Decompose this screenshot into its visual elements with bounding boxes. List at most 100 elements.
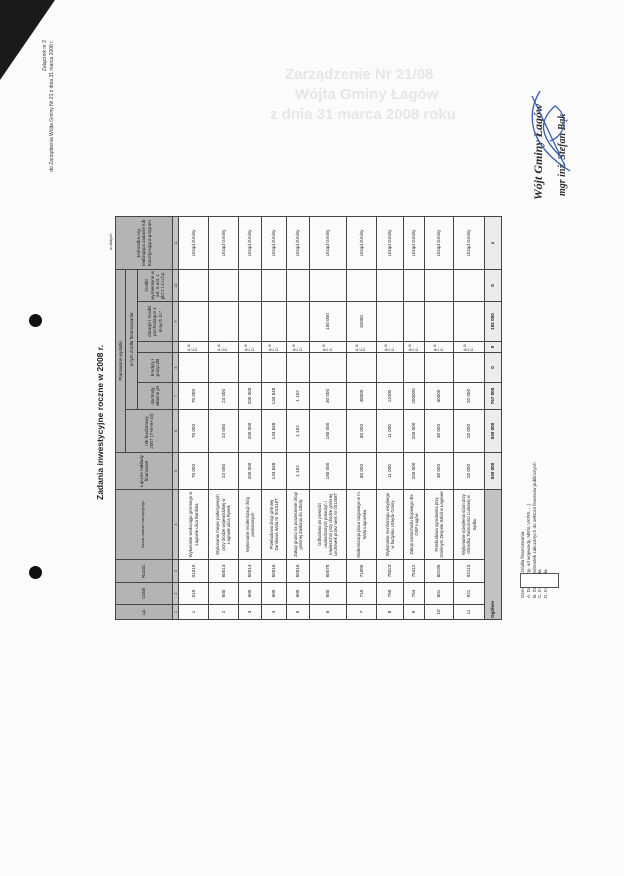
- total-label: Ogółem: [484, 489, 502, 620]
- cell-srodki: [309, 269, 347, 302]
- total-jednostka: x: [484, 216, 502, 270]
- cell-lp: 8: [376, 604, 404, 620]
- cell-rok: 200 000: [238, 409, 262, 453]
- cell-jednostka: Urząd Gminy: [261, 216, 287, 270]
- cell-srodki: [261, 269, 287, 302]
- cell-wlasne: 1 152: [286, 382, 310, 410]
- table-row: 1 010 01010 Wykonanie wodociągu gminnego w …: [178, 216, 209, 620]
- cell-nazwa: Odbudowa po powodzi uszkodzonych połaczy…: [309, 489, 347, 560]
- cell-wlasne: 48000: [346, 382, 377, 410]
- attachment-note: Załącznik nr 2 do Zarządzenia Wójta Gmin…: [42, 40, 56, 172]
- cell-lp: 6: [309, 604, 347, 620]
- total-row: Ogółem 949 000 949 000 767 000 0 0 182 000 0 x: [484, 216, 502, 620]
- cell-jednostka: Urząd Gminy: [286, 216, 310, 270]
- cell-srodki: [376, 269, 404, 302]
- cell-rozdz: 75023: [376, 559, 404, 583]
- cell-rok: 20 000: [453, 409, 485, 453]
- header-jednostka: Jednostka org. realizująca zadanie lub k…: [115, 216, 173, 270]
- cell-laczne: 30 000: [424, 452, 454, 490]
- blank-box: [520, 573, 559, 588]
- total-dotacje: 182 000: [484, 301, 502, 342]
- cell-nazwa: Zakup samochodu bojowego dla OSP Łagów: [403, 489, 425, 560]
- cell-abcd: A. B. C. D.: [261, 341, 287, 353]
- cell-dotacje: [286, 301, 310, 342]
- table-row: 9 754 75412 Zakup samochodu bojowego dla OS…: [403, 216, 425, 620]
- cell-jednostka: Urząd Gminy: [208, 216, 239, 270]
- header-rozdz: Rozdz.: [115, 559, 173, 583]
- table-row: 3 600 60014 Wykonanie modernizacji dróg pow…: [238, 216, 262, 620]
- cell-kredyty: [453, 352, 485, 383]
- scan-dark-corner: [0, 0, 55, 80]
- cell-abcd: A. B. C. D.: [403, 341, 425, 353]
- cell-rozdz: 60014: [238, 559, 262, 583]
- cell-rozdz: 92113: [453, 559, 485, 583]
- cell-srodki: [208, 269, 239, 302]
- cell-srodki: [286, 269, 310, 302]
- cell-rozdz: 60078: [309, 559, 347, 583]
- cell-kredyty: [208, 352, 239, 383]
- cell-abcd: A. B. C. D.: [453, 341, 485, 353]
- total-wlasne: 767 000: [484, 382, 502, 410]
- cell-wlasne: 200000: [403, 382, 425, 410]
- cell-kredyty: [346, 352, 377, 383]
- cell-abcd: A. B. C. D.: [346, 341, 377, 353]
- cell-lp: 2: [208, 604, 239, 620]
- cell-nazwa: Wykonanie wodociągu gminnego w Łagowie u…: [178, 489, 209, 560]
- bleed-through-text: Wójta Gminy Łagów: [295, 86, 439, 103]
- cell-dotacje: [238, 301, 262, 342]
- table-row: 8 750 75023 Wykonanie monitoringu wizyjnego…: [376, 216, 404, 620]
- cell-dzial: 750: [376, 582, 404, 605]
- cell-nazwa: Przebudowa drogi gminnej Zamkowa Wola Nr…: [261, 489, 287, 560]
- header-nazwa: Nazwa zadania inwestycyjnego: [115, 489, 173, 560]
- cell-nazwa: Wykonanie miejsc parkingowych przy drodz…: [208, 489, 239, 560]
- cell-dzial: 600: [261, 582, 287, 605]
- cell-rozdz: 01010: [178, 559, 209, 583]
- cell-rozdz: 75412: [403, 559, 425, 583]
- cell-rozdz: 60016: [261, 559, 287, 583]
- cell-nazwa: Wykonanie modernizacji dróg powiatowych: [238, 489, 262, 560]
- cell-kredyty: [286, 352, 310, 383]
- cell-srodki: [403, 269, 425, 302]
- total-kredyty: 0: [484, 352, 502, 383]
- cell-wlasne: 70 000: [178, 382, 209, 410]
- cell-rok: 133 848: [261, 409, 287, 453]
- header-dotacje: dotacje i środki pochodzące z innych źr.…: [137, 301, 173, 342]
- cell-laczne: 11 000: [376, 452, 404, 490]
- cell-laczne: 200 000: [403, 452, 425, 490]
- cell-kredyty: [238, 352, 262, 383]
- cell-rok: 180 000: [309, 409, 347, 453]
- bleed-through-text: Zarządzenie Nr 21/08: [285, 66, 434, 83]
- punch-hole: [29, 566, 42, 579]
- header-dzial: Dział: [115, 582, 173, 605]
- cell-lp: 10: [424, 604, 454, 620]
- cell-rozdz: 60013: [208, 559, 239, 583]
- cell-dzial: 921: [453, 582, 485, 605]
- cell-lp: 3: [238, 604, 262, 620]
- cell-nazwa: Wykonanie monitoringu wizyjnego w budynk…: [376, 489, 404, 560]
- cell-dzial: 710: [346, 582, 377, 605]
- cell-laczne: 80 000: [346, 452, 377, 490]
- cell-nazwa: Zakup gruntu na poszerzenie drogi gminne…: [286, 489, 310, 560]
- total-rok: 949 000: [484, 409, 502, 453]
- cell-dotacje: 150 000: [309, 301, 347, 342]
- cell-kredyty: [424, 352, 454, 383]
- table-row: 10 801 80195 Przebudowa ogrodzenia przy Gmi…: [424, 216, 454, 620]
- cell-laczne: 133 848: [261, 452, 287, 490]
- cell-nazwa: Przebudowa ogrodzenia przy Gminnym Zespo…: [424, 489, 454, 560]
- cell-kredyty: [309, 352, 347, 383]
- cell-abcd: A. B. C. D.: [309, 341, 347, 353]
- cell-jednostka: Urząd Gminy: [178, 216, 209, 270]
- total-laczne: 949 000: [484, 452, 502, 490]
- cell-srodki: [178, 269, 209, 302]
- cell-dotacje: 32000: [346, 301, 377, 342]
- cell-rok: 23 000: [208, 409, 239, 453]
- table-row: 7 710 71095 Modernizacja placu targowego w …: [346, 216, 377, 620]
- cell-dotacje: [178, 301, 209, 342]
- cell-jednostka: Urząd Gminy: [309, 216, 347, 270]
- cell-dzial: 600: [309, 582, 347, 605]
- cell-laczne: 180 000: [309, 452, 347, 490]
- attachment-number: Załącznik nr 2: [42, 40, 48, 72]
- table-row: 2 600 60013 Wykonanie miejsc parkingowych p…: [208, 216, 239, 620]
- cell-lp: 4: [261, 604, 287, 620]
